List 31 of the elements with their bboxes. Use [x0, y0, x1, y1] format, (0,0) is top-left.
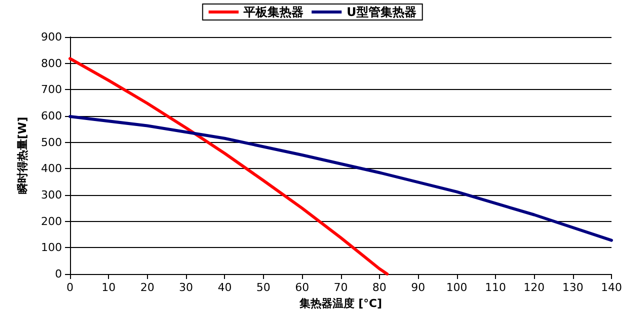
x-tick-label: 60: [295, 281, 310, 294]
x-tick-label: 80: [372, 281, 386, 294]
x-tick-label: 100: [446, 281, 468, 294]
y-tick-label: 200: [41, 214, 62, 228]
y-tick-label: 700: [41, 83, 62, 96]
x-tick-label: 90: [411, 281, 426, 294]
x-tick-label: 40: [218, 281, 232, 294]
x-tick-label: 120: [524, 281, 545, 294]
x-tick-label: 30: [179, 281, 194, 294]
y-tick-label: 900: [41, 30, 62, 44]
x-tick-label: 70: [334, 281, 348, 294]
line-series: [68, 57, 389, 276]
y-tick-label: 100: [41, 241, 62, 254]
y-tick-label: 300: [41, 188, 62, 202]
x-tick-label: 50: [256, 281, 270, 294]
legend-label: 平板集热器: [242, 5, 304, 19]
y-tick-label: 600: [41, 110, 62, 122]
x-axis-title: 集热器温度 [°C]: [298, 296, 382, 310]
y-tick-label: 500: [41, 136, 62, 149]
x-tick-label: 0: [66, 281, 74, 294]
y-tick-label: 800: [41, 56, 62, 70]
line-series: [68, 115, 613, 242]
y-tick-label: 400: [41, 162, 62, 176]
x-tick-label: 110: [484, 281, 506, 294]
x-tick-label: 20: [140, 281, 154, 294]
legend-label: U型管集热器: [346, 5, 416, 19]
y-axis-title: 瞬时得热量[W]: [16, 116, 29, 194]
x-tick-label: 140: [601, 281, 622, 294]
x-tick-label: 130: [562, 281, 584, 294]
y-tick-label: 0: [55, 268, 62, 280]
x-tick-label: 10: [102, 281, 116, 294]
